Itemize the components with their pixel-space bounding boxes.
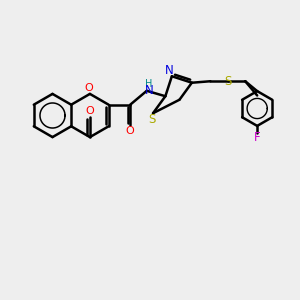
- Text: O: O: [84, 83, 93, 93]
- Text: N: N: [164, 64, 173, 77]
- Text: H: H: [146, 79, 153, 89]
- Text: F: F: [254, 131, 260, 144]
- Text: S: S: [148, 113, 155, 126]
- Text: O: O: [126, 126, 135, 136]
- Text: S: S: [224, 75, 232, 88]
- Text: O: O: [85, 106, 94, 116]
- Text: N: N: [145, 84, 154, 97]
